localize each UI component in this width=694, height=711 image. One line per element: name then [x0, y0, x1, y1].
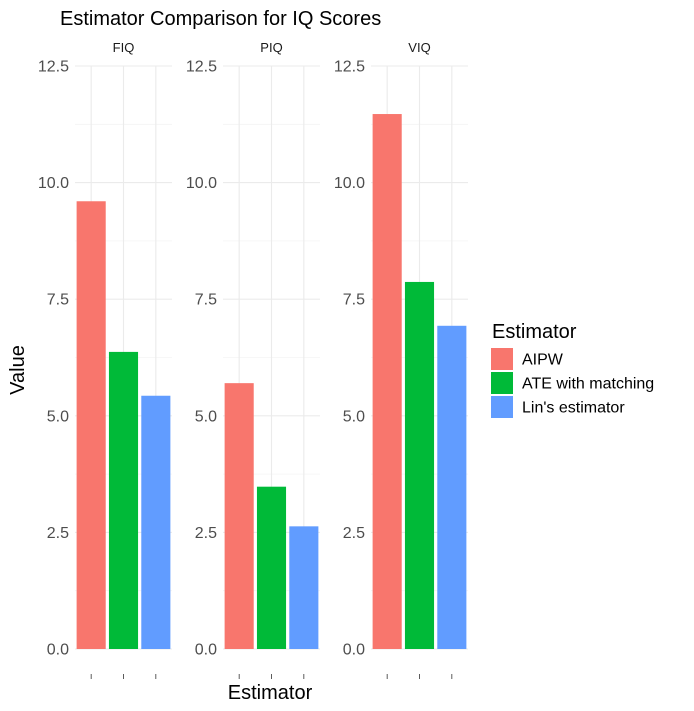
y-tick-label: 7.5	[47, 292, 69, 309]
bar-piq-0	[224, 383, 254, 649]
facet-panel-piq: 0.0 2.5 5.0 7.5 10.0 12.5 PIQ	[186, 40, 320, 679]
y-tick-label: 10.0	[186, 175, 217, 192]
y-axis-title: Value	[7, 345, 29, 395]
y-tick-label: 10.0	[38, 175, 69, 192]
facet-panel-fiq: 0.0 2.5 5.0 7.5 10.0 12.5 FIQ	[38, 40, 172, 679]
legend-key-0	[491, 348, 513, 370]
facet-panels: 0.0 2.5 5.0 7.5 10.0 12.5 FIQ 0.0 2.5 5.0 7.5 10.0 1…	[38, 40, 468, 679]
facet-strip-label: VIQ	[408, 40, 430, 55]
legend: Estimator AIPW ATE with matching Lin's est…	[491, 321, 654, 418]
y-tick-label: 2.5	[195, 525, 217, 542]
y-tick-label: 12.5	[334, 59, 365, 76]
y-tick-label: 12.5	[186, 59, 217, 76]
bar-piq-1	[256, 486, 287, 649]
y-tick-label: 2.5	[343, 525, 365, 542]
bar-fiq-0	[76, 201, 106, 650]
y-tick-label: 7.5	[195, 292, 217, 309]
facet-strip-label: PIQ	[260, 40, 282, 55]
y-tick-label: 0.0	[195, 642, 217, 659]
bar-viq-0	[372, 114, 402, 650]
legend-label: AIPW	[522, 352, 564, 369]
facet-strip-label: FIQ	[113, 40, 135, 55]
y-tick-label: 5.0	[47, 408, 69, 425]
bar-viq-1	[404, 281, 435, 649]
legend-key-1	[491, 372, 513, 394]
y-tick-label: 5.0	[195, 408, 217, 425]
y-tick-label: 10.0	[334, 175, 365, 192]
facet-panel-viq: 0.0 2.5 5.0 7.5 10.0 12.5 VIQ	[334, 40, 468, 679]
bar-fiq-2	[141, 395, 171, 649]
bar-piq-2	[289, 526, 319, 649]
legend-label: ATE with matching	[522, 376, 654, 393]
y-tick-label: 5.0	[343, 408, 365, 425]
bar-viq-2	[437, 325, 467, 649]
x-axis-title: Estimator	[228, 682, 313, 704]
chart-title: Estimator Comparison for IQ Scores	[60, 8, 381, 30]
y-tick-label: 0.0	[47, 642, 69, 659]
y-tick-label: 12.5	[38, 59, 69, 76]
legend-key-2	[491, 396, 513, 418]
y-tick-label: 2.5	[47, 525, 69, 542]
y-tick-label: 0.0	[343, 642, 365, 659]
bar-fiq-1	[108, 351, 139, 649]
legend-label: Lin's estimator	[522, 400, 625, 417]
y-tick-label: 7.5	[343, 292, 365, 309]
legend-title: Estimator	[492, 321, 577, 343]
